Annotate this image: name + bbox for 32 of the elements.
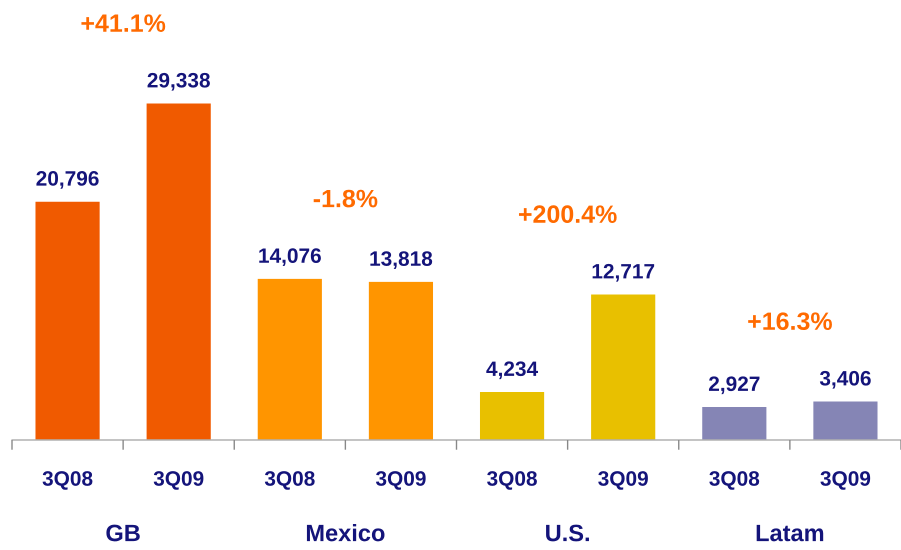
x-tick-label: 3Q08 — [487, 471, 537, 490]
bar — [256, 278, 324, 440]
bar — [590, 293, 657, 440]
data-label: 12,717 — [592, 264, 654, 282]
text: GB — [106, 524, 140, 542]
x-tick-label: 3Q09 — [820, 471, 870, 490]
bar — [145, 102, 212, 440]
x-tick-label: 3Q08 — [42, 471, 92, 490]
data-label: 20,796 — [36, 171, 99, 189]
bar — [367, 280, 434, 440]
x-tick-label: 3Q08 — [709, 471, 760, 490]
data-label: 14,076 — [259, 248, 321, 266]
bar — [34, 200, 102, 440]
bar — [478, 390, 546, 440]
annotation: +16.3% — [748, 312, 832, 330]
annotation: -1.8% — [314, 190, 378, 208]
annotation: +200.4% — [518, 205, 617, 224]
text: U.S. — [546, 524, 589, 542]
bar — [812, 400, 879, 440]
data-label: 29,338 — [148, 72, 210, 91]
x-tick-label: 3Q08 — [264, 471, 315, 490]
data-label: 3,406 — [820, 370, 871, 389]
data-label: 4,234 — [486, 361, 538, 380]
x-tick-label: 3Q09 — [376, 471, 426, 490]
data-label: 13,818 — [370, 251, 432, 269]
text: Mexico — [306, 524, 384, 542]
x-tick-label: 3Q09 — [598, 471, 648, 490]
text: Latam — [756, 524, 824, 542]
text: +41.1% — [81, 14, 166, 32]
x-tick-label: 3Q09 — [154, 471, 204, 490]
bar — [700, 406, 768, 440]
data-label: 2,927 — [708, 376, 760, 394]
